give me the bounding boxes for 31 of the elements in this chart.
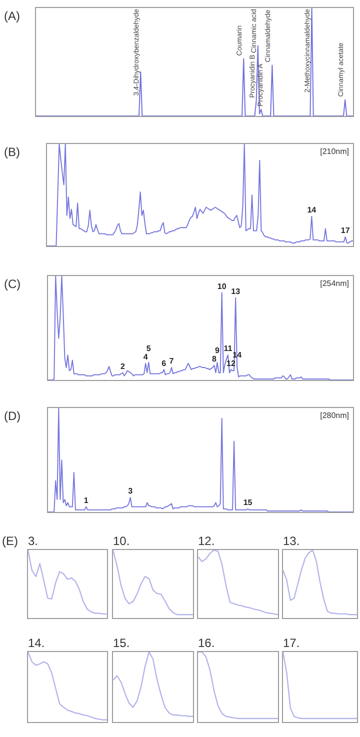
chart-title: 15. (113, 636, 130, 650)
annotation: 9 (215, 346, 220, 356)
chart-title: (B) (4, 145, 20, 159)
chart-title: 12. (198, 534, 215, 548)
annotation: 6 (162, 358, 167, 368)
chart-title: 13. (283, 534, 300, 548)
annotation: 1 (84, 496, 89, 506)
annotation: 14 (307, 206, 317, 215)
chart-title: (D) (4, 409, 21, 423)
chart-title: (C) (4, 277, 21, 291)
chart-title: 16. (198, 636, 215, 650)
chart-title: 10. (113, 534, 130, 548)
annotation: 8 (212, 354, 217, 364)
annotation: 5 (146, 344, 152, 354)
annotation: 10 (217, 282, 227, 291)
annotation: 4 (143, 352, 148, 362)
chart-title: 17. (283, 636, 300, 650)
annotation: [210nm] (320, 147, 349, 156)
annotation: 11 (224, 344, 233, 354)
annotation: [254nm] (320, 279, 349, 288)
chart-title: (A) (4, 9, 20, 23)
chart-title: (E) (2, 534, 18, 548)
chart-title: 14. (28, 636, 45, 650)
annotation: 15 (243, 498, 253, 508)
annotation: 2 (120, 362, 126, 371)
annotation: 17 (340, 226, 350, 236)
annotation: [280nm] (320, 411, 349, 420)
annotation: 13 (231, 287, 241, 296)
annotation: 7 (169, 356, 174, 366)
chart-subtitle: 3. (28, 534, 38, 548)
annotation: 3 (128, 486, 134, 496)
